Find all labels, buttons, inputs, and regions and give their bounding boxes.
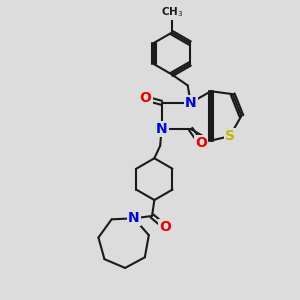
Text: O: O <box>195 136 207 151</box>
Text: O: O <box>159 220 171 234</box>
Text: S: S <box>225 129 235 143</box>
Text: N: N <box>185 96 197 110</box>
Text: N: N <box>128 211 140 225</box>
Text: O: O <box>140 92 152 106</box>
Text: N: N <box>156 122 167 136</box>
Text: CH$_3$: CH$_3$ <box>160 5 183 19</box>
